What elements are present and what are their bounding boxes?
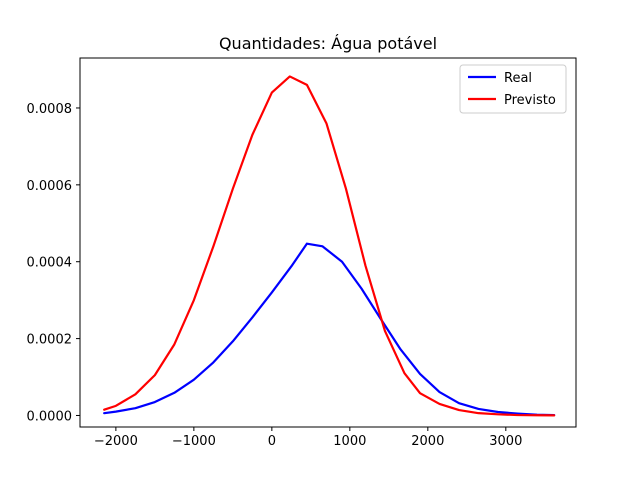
- chart-title: Quantidades: Água potável: [219, 34, 437, 53]
- y-tick-label: 0.0002: [27, 333, 73, 348]
- axes: −2000 −1000 0 1000 2000 3000 0.0000 0.0002 0.000…: [27, 57, 577, 449]
- y-tick-label: 0.0004: [27, 256, 73, 271]
- legend: Real Previsto: [459, 64, 567, 114]
- y-tick-label: 0.0006: [27, 179, 73, 194]
- x-tick-label: 0: [268, 434, 276, 449]
- x-tick-label: 1000: [333, 434, 366, 449]
- legend-label-previsto: Previsto: [504, 93, 556, 108]
- legend-label-real: Real: [504, 71, 532, 86]
- x-tick-label: 3000: [489, 434, 522, 449]
- axes-frame: [79, 57, 577, 428]
- plot-area: [103, 75, 556, 417]
- x-tick-label: 2000: [411, 434, 444, 449]
- series-line-real: [103, 242, 556, 417]
- x-tick-label: −1000: [172, 434, 216, 449]
- series-line-previsto: [103, 75, 556, 417]
- x-tick-label: −2000: [94, 434, 138, 449]
- y-tick-label: 0.0008: [27, 102, 73, 117]
- y-tick-label: 0.0000: [27, 409, 73, 424]
